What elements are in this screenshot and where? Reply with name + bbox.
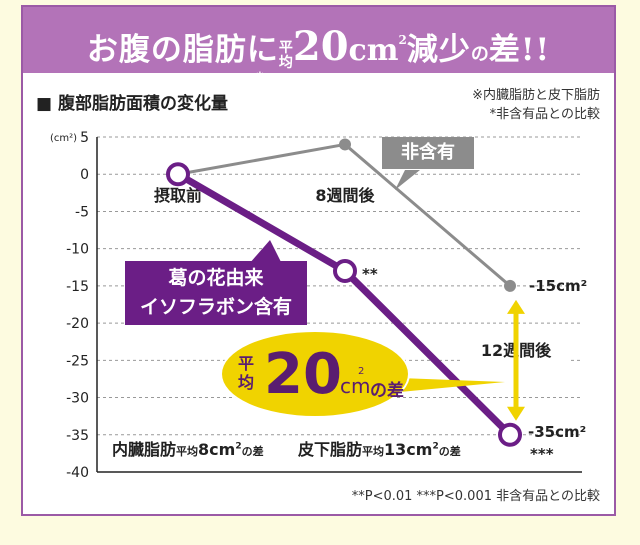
visceral-sup: 2 <box>235 441 242 452</box>
interval-arrow-head-top <box>507 299 525 314</box>
difference-badge-unit: cm <box>340 374 371 398</box>
visceral-sa: の差 <box>241 445 264 458</box>
chart-notes: ※内臓脂肪と皮下脂肪 *非含有品との比較 <box>472 86 600 124</box>
series-points: ** -15cm² -35cm² *** <box>166 138 587 463</box>
chart-title: ■ 腹部脂肪面積の変化量 <box>36 94 228 114</box>
active-callout-line2: イソフラボン含有 <box>139 296 292 318</box>
subcutaneous-title: 皮下脂肪 <box>298 440 363 459</box>
chart-frame: お腹の脂肪に ※ 平均20cm2減少の差!! <box>21 5 616 516</box>
placebo-end-label: -15cm² <box>529 277 587 295</box>
banner-heikin-top: 平 <box>278 39 293 56</box>
active-point <box>333 259 357 283</box>
placebo-point <box>504 279 516 292</box>
visceral-value: 8cm <box>198 440 236 459</box>
y-tick-label: -5 <box>75 204 89 220</box>
placebo-callout: 非含有 <box>382 137 474 169</box>
y-unit-label: (cm²) <box>50 133 77 144</box>
y-tick-label: -10 <box>66 242 89 258</box>
active-point <box>498 422 522 447</box>
y-tick-label: -25 <box>66 353 89 369</box>
difference-badge-suffix: の差 <box>370 381 404 401</box>
active-callout: 葛の花由来 イソフラボン含有 <box>125 261 307 325</box>
footnote: **P<0.01 ***P<0.001 非含有品との比較 <box>351 489 600 504</box>
placebo-callout-label: 非含有 <box>401 142 455 163</box>
end-significance-label: *** <box>530 445 554 463</box>
interval-arrow-head-bottom <box>507 406 525 421</box>
difference-badge: 平均 20 cm 2 の差 <box>220 330 410 418</box>
active-callout-line1: 葛の花由来 <box>168 267 264 289</box>
subcutaneous-sup: 2 <box>432 441 439 452</box>
active-end-label: -35cm² <box>528 423 586 441</box>
active-point <box>166 162 190 187</box>
axes: 50-5-10-15-20-25-30-35-40(cm²)摂取前8週間後12週… <box>50 130 582 481</box>
placebo-point <box>339 138 351 151</box>
difference-badge-value: 20 <box>264 342 342 407</box>
y-tick-label: -40 <box>66 465 89 481</box>
banner-unit-sup: 2 <box>398 33 407 47</box>
banner-mark: ※ <box>254 69 265 83</box>
difference-badge-prefix: 平均 <box>238 354 255 392</box>
visceral-title: 内臓脂肪 <box>112 440 177 459</box>
x-category-label: 摂取前 <box>154 186 202 205</box>
x-category-label: 8週間後 <box>315 186 375 205</box>
y-tick-label: -20 <box>66 316 89 332</box>
banner: お腹の脂肪に ※ 平均20cm2減少の差!! <box>23 7 614 83</box>
banner-value: 20 <box>292 23 349 70</box>
y-tick-label: -15 <box>66 279 89 295</box>
banner-sa: 差!! <box>488 32 551 68</box>
visceral-heikin: 平均 <box>176 445 199 458</box>
banner-title: お腹の脂肪に ※ 平均20cm2減少の差!! <box>23 12 614 83</box>
banner-heikin-bottom: 均 <box>278 54 293 71</box>
banner-heikin: 平均 <box>278 39 293 71</box>
difference-badge-unit-sup: 2 <box>358 366 365 377</box>
subcutaneous-heikin: 平均 <box>362 445 385 458</box>
subcutaneous-diff-label: 皮下脂肪平均13cm2の差 <box>298 436 461 460</box>
banner-part1: お腹の脂肪に <box>86 32 279 68</box>
subcutaneous-sa: の差 <box>438 445 461 458</box>
note-fat-types: ※内臓脂肪と皮下脂肪 <box>472 88 600 103</box>
banner-no: の <box>470 44 489 65</box>
y-tick-label: 0 <box>80 167 89 183</box>
note-comparison: *非含有品との比較 <box>489 107 600 122</box>
subcutaneous-value: 13cm <box>384 440 433 459</box>
y-tick-label: -30 <box>66 391 89 407</box>
y-tick-label: -35 <box>66 428 89 444</box>
y-tick-label: 5 <box>80 130 89 146</box>
difference-pointer <box>400 378 505 392</box>
banner-part2: 減少 <box>406 32 471 68</box>
banner-unit: cm <box>348 33 399 68</box>
visceral-diff-label: 内臓脂肪平均8cm2の差 <box>112 436 264 460</box>
placebo-callout-pointer <box>395 170 420 190</box>
mid-significance-label: ** <box>362 265 378 283</box>
